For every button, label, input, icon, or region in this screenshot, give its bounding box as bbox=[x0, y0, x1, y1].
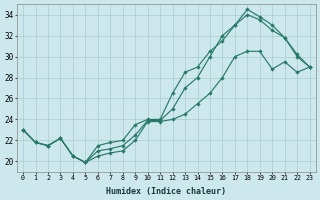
X-axis label: Humidex (Indice chaleur): Humidex (Indice chaleur) bbox=[106, 187, 226, 196]
